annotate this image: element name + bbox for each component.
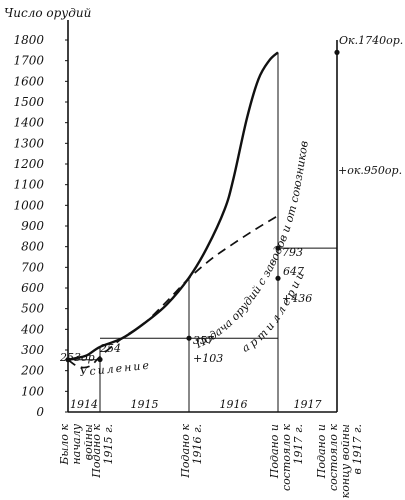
- x-category-label-line: 1915 г.: [102, 424, 115, 465]
- data-point: [65, 357, 71, 363]
- x-category-label-line: войны: [82, 424, 95, 460]
- y-tick-label: 1800: [13, 33, 44, 47]
- label-start: 253ор.: [59, 351, 98, 364]
- y-axis-title: Число орудий: [4, 6, 91, 20]
- y-tick-label: 600: [21, 281, 44, 295]
- x-category-label-line: 1916 г.: [191, 424, 204, 465]
- y-tick-label: 1700: [13, 54, 44, 68]
- x-category-label: Было кначалувойны: [58, 423, 95, 465]
- y-tick-label: 300: [21, 343, 44, 357]
- period-label: 1915: [131, 398, 159, 411]
- label-1917-supply: 793: [282, 246, 303, 259]
- x-category-label-line: Подано и: [268, 424, 281, 479]
- x-category-label-line: началу: [70, 423, 83, 464]
- y-tick-label: 1000: [13, 198, 44, 212]
- y-tick-label: 1600: [13, 74, 44, 88]
- curve-label-reinforcement-2-text: артиллерии: [240, 267, 305, 355]
- y-tick-label: 1300: [13, 136, 44, 150]
- y-tick-label: 0: [36, 405, 44, 419]
- y-tick-labels: 0 100 200 300 400 500 600 700 800 900 1000 1100 1200…: [13, 33, 68, 419]
- y-tick-label: 800: [21, 240, 44, 254]
- y-tick-label: 1100: [13, 178, 44, 192]
- y-tick-label: 100: [21, 384, 44, 398]
- period-guides: [67, 52, 337, 412]
- y-tick-label: 900: [21, 219, 44, 233]
- y-tick-label: 1500: [13, 95, 44, 109]
- curve-label-reinforcement-2: артиллерии: [240, 267, 308, 355]
- x-category-label-line: Было к: [58, 424, 71, 466]
- x-category-label-line: Подано к: [179, 424, 192, 479]
- y-tick-label: 700: [21, 260, 44, 274]
- y-tick-label: 400: [20, 322, 44, 336]
- period-labels: 1914 1915 1916 1917: [70, 398, 322, 411]
- x-category-label-line: состояло к: [327, 424, 340, 491]
- x-category-label: Подано исостояло к1917 г.: [268, 424, 305, 491]
- x-category-label-line: Подано к: [90, 424, 103, 479]
- x-category-label: Подано к1916 г.: [179, 424, 204, 479]
- data-points: [65, 49, 340, 363]
- x-category-label-line: в 1917 г.: [351, 424, 364, 474]
- x-category-label: Подано к1915 г.: [90, 424, 115, 479]
- y-tick-label: 1200: [13, 157, 44, 171]
- label-end: Ок.1740ор.: [339, 34, 403, 47]
- label-1917-reinf: 647: [283, 265, 304, 278]
- data-point: [334, 49, 340, 56]
- annotation-inc-1917: +436: [282, 292, 312, 305]
- y-tick-label: 200: [20, 364, 44, 378]
- period-label: 1917: [294, 398, 322, 411]
- x-category-label-line: концу войны: [339, 424, 352, 498]
- period-label: 1914: [70, 398, 98, 411]
- y-tick-label: 500: [21, 302, 44, 316]
- data-point: [275, 245, 281, 251]
- data-point: [97, 356, 103, 363]
- period-label: 1916: [220, 398, 248, 411]
- x-category-label-line: Подано и: [315, 424, 328, 479]
- data-point: [186, 335, 192, 341]
- y-tick-label: 1400: [13, 116, 44, 130]
- label-1916: 357: [193, 334, 214, 347]
- x-category-label: Подано исостояло кконцу войныв 1917 г.: [315, 424, 364, 499]
- annotation-inc-1916: +103: [193, 352, 223, 365]
- label-1915: 254: [99, 342, 121, 355]
- series-line-reinforcement: [67, 214, 279, 369]
- data-point: [275, 275, 281, 281]
- annotation-inc-end: +ок.950ор.: [338, 164, 402, 177]
- x-category-label-line: 1917 г.: [292, 424, 305, 465]
- x-category-label-line: состояло к: [280, 424, 293, 491]
